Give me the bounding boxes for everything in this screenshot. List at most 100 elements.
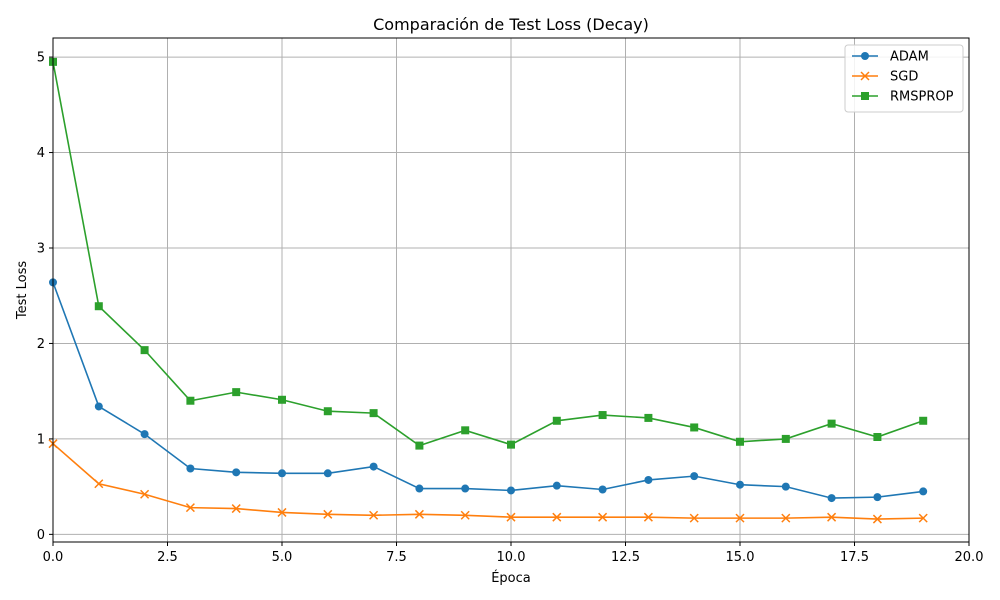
sgd-point (414, 509, 424, 519)
x-marker-stroke (643, 512, 653, 522)
x-axis-label: Época (491, 570, 531, 586)
x-marker-stroke (94, 479, 104, 489)
rmsprop-point (94, 302, 103, 311)
legend-item-adam: ADAM (852, 50, 929, 65)
sgd-point (323, 509, 333, 519)
rmsprop-point (232, 388, 241, 397)
sgd-point (598, 512, 608, 522)
x-marker-stroke (277, 507, 287, 517)
adam-line (52, 282, 924, 499)
sgd-point (185, 503, 195, 513)
adam-point (781, 482, 790, 491)
grid (52, 38, 970, 542)
x-tick-label: 15.0 (726, 550, 755, 565)
sgd-point (918, 513, 928, 523)
adam-point (232, 468, 241, 477)
x-marker-stroke (369, 510, 379, 520)
adam-point (552, 481, 561, 490)
x-marker-stroke (860, 71, 870, 81)
sgd-point (369, 510, 379, 520)
x-tick-label: 5.0 (272, 550, 293, 565)
rmsprop-point (278, 395, 286, 404)
y-axis-label: Test Loss (15, 261, 30, 320)
series-group (48, 57, 928, 524)
sgd-point (277, 507, 287, 517)
rmsprop-point (644, 413, 653, 422)
adam-point (140, 430, 149, 439)
legend-item-sgd: SGD (852, 70, 918, 85)
x-marker-stroke (872, 514, 882, 524)
y-tick-label: 5 (37, 51, 45, 66)
legend-rmsprop-point (861, 92, 869, 100)
series-rmsprop (49, 57, 928, 450)
adam-point (873, 493, 882, 502)
x-marker-stroke (598, 512, 608, 522)
adam-point (278, 469, 286, 478)
sgd-point (506, 512, 516, 522)
sgd-point (231, 504, 241, 514)
sgd-point (552, 512, 562, 522)
rmsprop-point (827, 419, 836, 428)
adam-point (415, 484, 424, 493)
x-marker-stroke (918, 513, 928, 523)
sgd-line (52, 443, 924, 520)
rmsprop-point (461, 426, 470, 435)
legend-adam-point (861, 52, 869, 60)
rmsprop-point (598, 411, 607, 420)
x-marker-stroke (735, 513, 745, 523)
rmsprop-point (415, 441, 424, 450)
rmsprop-point (873, 433, 882, 441)
legend: ADAM SGD RMSPROP (844, 44, 964, 113)
y-tick-label: 2 (37, 337, 45, 352)
x-tick-label: 7.5 (386, 550, 407, 565)
x-axis-ticks: 0.0 2.5 5.0 7.5 10.0 12.5 15.0 17.5 20.0 (43, 542, 983, 565)
legend-item-rmsprop: RMSPROP (852, 90, 954, 105)
adam-point (736, 480, 744, 489)
y-tick-label: 1 (37, 432, 45, 447)
series-adam (49, 278, 928, 503)
rmsprop-line (52, 61, 924, 447)
rmsprop-point (140, 346, 149, 355)
x-marker-stroke (323, 509, 333, 519)
sgd-point (140, 489, 150, 499)
y-tick-label: 0 (37, 528, 45, 543)
rmsprop-point (323, 407, 332, 416)
adam-point (461, 484, 470, 493)
rmsprop-point (369, 409, 378, 418)
x-marker-stroke (552, 512, 562, 522)
adam-point (323, 469, 332, 478)
x-marker-stroke (414, 509, 424, 519)
series-sgd (48, 439, 928, 524)
adam-point (827, 494, 836, 503)
rmsprop-point (919, 416, 928, 425)
x-marker-stroke (185, 503, 195, 513)
adam-point (369, 462, 378, 471)
sgd-point (781, 513, 791, 523)
rmsprop-point (736, 437, 744, 446)
adam-point (690, 472, 699, 481)
legend-label: SGD (890, 70, 918, 85)
adam-point (507, 486, 515, 495)
y-tick-label: 4 (37, 146, 45, 161)
sgd-point (460, 510, 470, 520)
sgd-point (872, 514, 882, 524)
sgd-point (689, 513, 699, 523)
x-tick-label: 2.5 (157, 550, 178, 565)
x-tick-label: 0.0 (43, 550, 64, 565)
rmsprop-point (552, 416, 561, 425)
y-tick-label: 3 (37, 242, 45, 257)
adam-point (94, 402, 103, 411)
rmsprop-point (186, 396, 195, 405)
adam-point (186, 464, 195, 473)
x-tick-label: 10.0 (497, 550, 526, 565)
legend-sgd-point (860, 71, 870, 81)
adam-point (644, 475, 653, 484)
chart-title: Comparación de Test Loss (Decay) (373, 15, 649, 34)
sgd-point (735, 513, 745, 523)
x-marker-stroke (827, 512, 837, 522)
rmsprop-point (507, 440, 515, 449)
x-tick-label: 12.5 (611, 550, 640, 565)
sgd-point (643, 512, 653, 522)
